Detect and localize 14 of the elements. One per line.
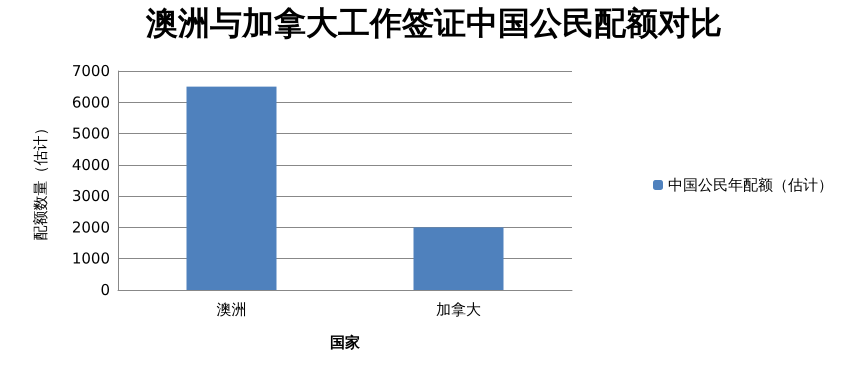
chart-title: 澳洲与加拿大工作签证中国公民配额对比 [145,4,722,42]
x-axis-title: 国家 [330,334,360,352]
y-tick-label: 5000 [72,124,110,143]
y-tick-label: 3000 [72,187,110,206]
y-axis-title: 配额数量（估计） [32,120,50,240]
y-tick-label: 2000 [72,218,110,236]
y-tick-label: 7000 [72,62,110,80]
y-tick-label: 4000 [72,156,110,174]
legend-label: 中国公民年配额（估计） [668,176,833,194]
y-tick-label: 6000 [72,93,110,112]
y-tick-label: 0 [100,281,110,299]
y-tick-label: 1000 [72,250,110,268]
x-tick-label: 澳洲 [216,300,246,318]
x-tick-label: 加拿大 [436,300,481,318]
